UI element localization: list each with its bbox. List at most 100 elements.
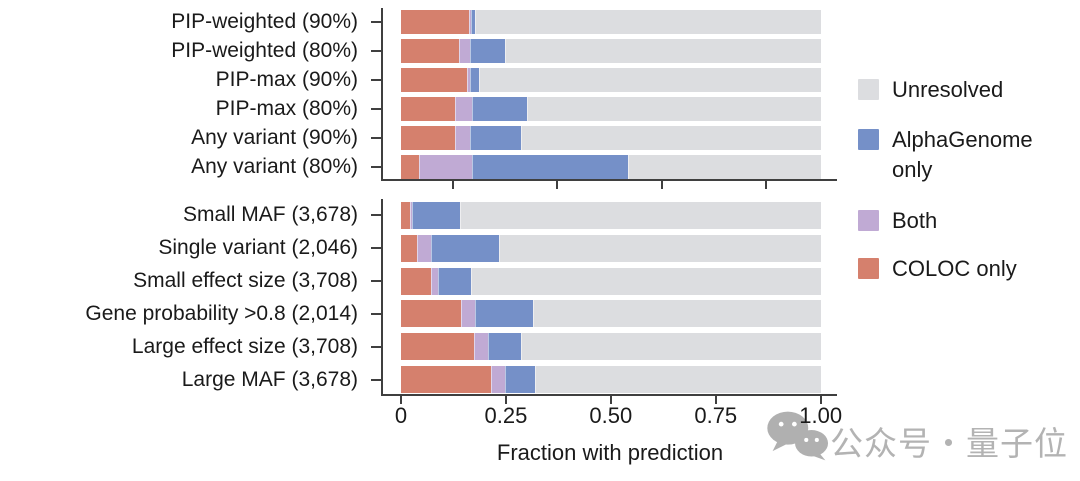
bar-segment-coloc_only [401, 96, 456, 121]
bar-segment-coloc_only [401, 39, 459, 64]
legend-item-coloc-only: COLOC only [858, 254, 1056, 284]
bar-row [401, 39, 821, 64]
category-label: PIP-max (90%) [215, 68, 358, 92]
category-label: Single variant (2,046) [158, 236, 358, 260]
x-axis-tick-label: 0.75 [694, 403, 738, 428]
bar-segment-unresolved [498, 234, 821, 262]
y-axis-tick [371, 136, 381, 139]
bar-segment-alphagenome_only [471, 154, 629, 179]
bar-row [401, 366, 821, 394]
x-axis-tick [660, 181, 663, 189]
x-axis-tick [400, 396, 402, 404]
bar-segment-alphagenome_only [505, 366, 536, 394]
bar-segment-coloc_only [401, 154, 420, 179]
both-swatch-icon [858, 210, 879, 231]
bar-row [401, 10, 821, 35]
legend-label: Unresolved [892, 77, 1004, 102]
category-label: Any variant (80%) [191, 154, 358, 178]
bar-segment-both [469, 10, 472, 35]
category-label: Large effect size (3,708) [131, 334, 358, 358]
y-axis-tick [371, 107, 381, 110]
alphagenome-swatch-icon [858, 129, 879, 150]
bar-segment-both [490, 366, 506, 394]
bar-segment-alphagenome_only [471, 10, 476, 35]
y-axis-tick [371, 21, 381, 24]
bar-segment-alphagenome_only [411, 201, 460, 229]
legend-item-alphagenome-only: AlphaGenome only [858, 125, 1056, 185]
unresolved-swatch-icon [858, 79, 879, 100]
x-axis-tick-label: 0.50 [589, 403, 633, 428]
panel-fine-mapping-strategies: PIP-weighted (90%) PIP-weighted (80%) PIP-… [0, 8, 1080, 189]
y-axis-tick [371, 345, 381, 348]
y-axis-tick [371, 50, 381, 53]
bar-segment-unresolved [520, 333, 821, 361]
legend-item-unresolved: Unresolved [858, 75, 1056, 105]
x-axis-tick [556, 181, 559, 189]
bar-segment-alphagenome_only [469, 68, 480, 93]
category-label: Large MAF (3,678) [181, 367, 358, 391]
bar-segment-unresolved [527, 96, 821, 121]
panel-variant-subsets: Small MAF (3,678) Single variant (2,046) S… [0, 199, 1080, 404]
watermark: 公众号・量子位 [766, 408, 1076, 468]
bar-segment-coloc_only [401, 201, 410, 229]
y-axis-tick [371, 312, 381, 315]
bar-segment-both [409, 201, 412, 229]
plot-area [381, 8, 837, 181]
category-label: Small effect size (3,708) [133, 269, 358, 293]
category-label: PIP-weighted (80%) [171, 39, 358, 63]
bar-row [401, 234, 821, 262]
bar-segment-coloc_only [401, 10, 470, 35]
bar-segment-alphagenome_only [430, 234, 499, 262]
bar-segment-coloc_only [401, 68, 468, 93]
bar-segment-alphagenome_only [475, 300, 533, 328]
bar-segment-both [455, 125, 471, 150]
bar-segment-unresolved [475, 10, 821, 35]
x-axis-title: Fraction with prediction [496, 440, 724, 465]
bar-segment-coloc_only [401, 300, 461, 328]
bar-segment-unresolved [535, 366, 821, 394]
category-label: Any variant (90%) [191, 125, 358, 149]
plot-area [381, 199, 837, 396]
x-axis-tick-label: 0 [394, 403, 408, 428]
bar-segment-alphagenome_only [487, 333, 521, 361]
x-axis-tick [504, 396, 507, 404]
wechat-icon [767, 411, 829, 461]
y-axis-tick [371, 214, 381, 217]
bar-segment-coloc_only [401, 234, 418, 262]
bar-segment-coloc_only [401, 267, 431, 295]
bar-segment-unresolved [471, 267, 821, 295]
bar-segment-coloc_only [401, 366, 491, 394]
bar-segment-unresolved [628, 154, 821, 179]
x-axis-tick [765, 181, 768, 189]
x-axis-tick [714, 396, 717, 404]
x-axis-tick [609, 396, 612, 404]
legend: Unresolved AlphaGenome only Both COLOC o… [858, 0, 1080, 310]
y-axis-tick [371, 247, 381, 250]
x-axis-tick [451, 181, 454, 189]
bar-row [401, 68, 821, 93]
bar-row [401, 201, 821, 229]
y-axis-tick [371, 280, 381, 283]
bar-segment-coloc_only [401, 125, 456, 150]
bar-segment-unresolved [505, 39, 821, 64]
category-label: Small MAF (3,678) [182, 203, 358, 227]
legend-label: COLOC only [892, 256, 1017, 281]
bar-row [401, 300, 821, 328]
bar-segment-unresolved [532, 300, 821, 328]
legend-item-both: Both [858, 206, 1056, 236]
bar-segment-alphagenome_only [470, 39, 506, 64]
legend-label: Both [892, 208, 938, 233]
bar-segment-both [419, 154, 472, 179]
bar-segment-unresolved [459, 201, 821, 229]
bar-row [401, 333, 821, 361]
bar-segment-coloc_only [401, 333, 475, 361]
bar-segment-both [460, 300, 476, 328]
legend-label: AlphaGenome only [892, 127, 1033, 182]
bar-segment-unresolved [479, 68, 821, 93]
category-label: PIP-weighted (90%) [171, 10, 358, 34]
bar-segment-both [417, 234, 431, 262]
y-axis-tick [371, 79, 381, 82]
x-axis-tick-label: 1.00 [799, 403, 843, 428]
x-axis-tick-label: 0.25 [484, 403, 528, 428]
